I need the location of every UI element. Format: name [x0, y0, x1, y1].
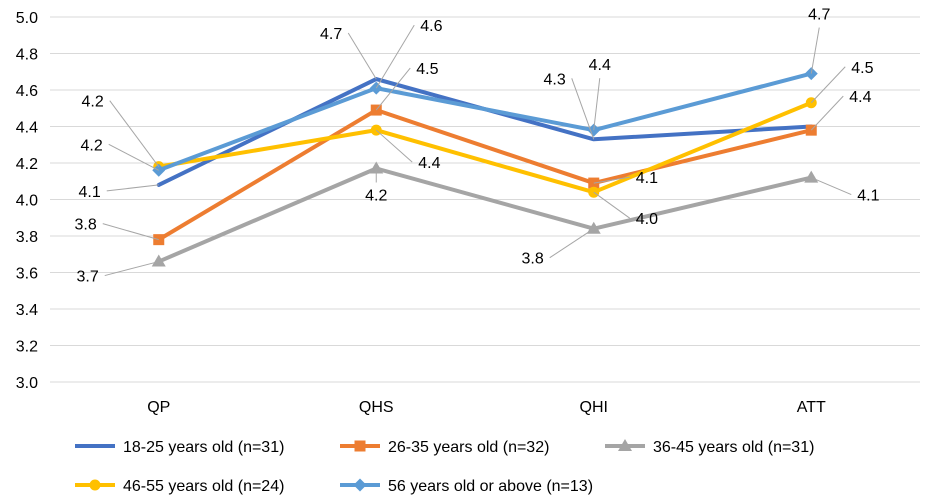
y-tick-label: 3.2 [16, 339, 38, 356]
data-label: 4.2 [365, 187, 387, 204]
callout-leader [375, 24, 415, 89]
callout-leader [375, 129, 413, 163]
data-labels: 4.1 4.7 4.3 3.8 4.5 4.1 4.4 3.7 4.2 3.8 4.1 4.2 4.4 4… [75, 7, 880, 286]
data-label: 3.7 [77, 269, 99, 286]
legend: 18-25 years old (n=31) 26-35 years old (n… [75, 439, 814, 495]
x-tick-label: QHS [359, 399, 394, 416]
callout-leader [593, 191, 631, 219]
y-tick-label: 4.6 [16, 83, 38, 100]
callout-leader [347, 32, 377, 80]
data-label: 4.1 [857, 188, 879, 205]
callout-leader [571, 78, 595, 140]
data-label: 4.5 [416, 61, 438, 78]
data-label: 3.8 [75, 217, 97, 234]
series-line [156, 100, 814, 195]
data-label: 4.4 [589, 57, 611, 74]
data-label: 4.2 [82, 94, 104, 111]
data-label: 4.4 [849, 89, 871, 106]
series-lines [151, 67, 819, 267]
y-tick-label: 4.8 [16, 47, 38, 64]
callout-leader [593, 78, 601, 131]
legend-label: 46-55 years old (n=24) [123, 478, 284, 495]
callout-leader [810, 66, 846, 104]
y-tick-label: 4.0 [16, 193, 38, 210]
callout-leader [102, 223, 159, 241]
legend-marker [353, 478, 367, 492]
x-axis-labels: QP QHS QHI ATT [147, 399, 826, 416]
callout-leader [109, 100, 160, 167]
y-tick-label: 3.4 [16, 302, 38, 319]
series-line [156, 108, 814, 242]
x-tick-label: QHI [580, 399, 608, 416]
legend-label: 26-35 years old (n=32) [388, 439, 549, 456]
y-tick-label: 4.4 [16, 120, 38, 137]
callout-leader [593, 176, 630, 184]
data-label: 4.3 [544, 71, 566, 88]
data-label: 4.2 [81, 137, 103, 154]
y-axis-labels: 3.0 3.2 3.4 3.6 3.8 4.0 4.2 4.4 4.6 4.8 5.0 [16, 10, 38, 392]
y-tick-label: 5.0 [16, 10, 38, 27]
data-label: 4.7 [808, 7, 830, 24]
callout-leader [549, 228, 595, 259]
data-point [151, 254, 166, 267]
data-label: 4.5 [851, 60, 873, 77]
data-label: 4.4 [418, 155, 440, 172]
x-tick-label: ATT [797, 399, 826, 416]
callout-leader [810, 95, 844, 131]
data-label: 3.8 [522, 251, 544, 268]
data-label: 4.0 [636, 211, 658, 228]
y-tick-label: 4.2 [16, 156, 38, 173]
legend-marker [354, 440, 366, 452]
x-tick-label: QP [147, 399, 170, 416]
series-line [156, 71, 814, 173]
callout-leader [810, 27, 820, 74]
callout-leader [108, 143, 159, 171]
y-tick-label: 3.6 [16, 266, 38, 283]
data-label: 4.1 [79, 184, 101, 201]
series-line [156, 166, 814, 264]
data-label: 4.7 [320, 26, 342, 43]
legend-label: 56 years old or above (n=13) [388, 478, 593, 495]
data-label: 4.6 [420, 18, 442, 35]
data-point [804, 170, 819, 183]
data-label: 4.1 [636, 170, 658, 187]
callout-leader [106, 184, 159, 192]
legend-marker [618, 439, 632, 451]
legend-label: 36-45 years old (n=31) [653, 439, 814, 456]
data-point [369, 161, 384, 174]
legend-marker [89, 479, 101, 491]
y-tick-label: 3.0 [16, 375, 38, 392]
callout-leader [104, 261, 159, 277]
legend-label: 18-25 years old (n=31) [123, 439, 284, 456]
callout-leader [811, 177, 852, 196]
y-tick-label: 3.8 [16, 229, 38, 246]
callout-leader [375, 67, 411, 111]
